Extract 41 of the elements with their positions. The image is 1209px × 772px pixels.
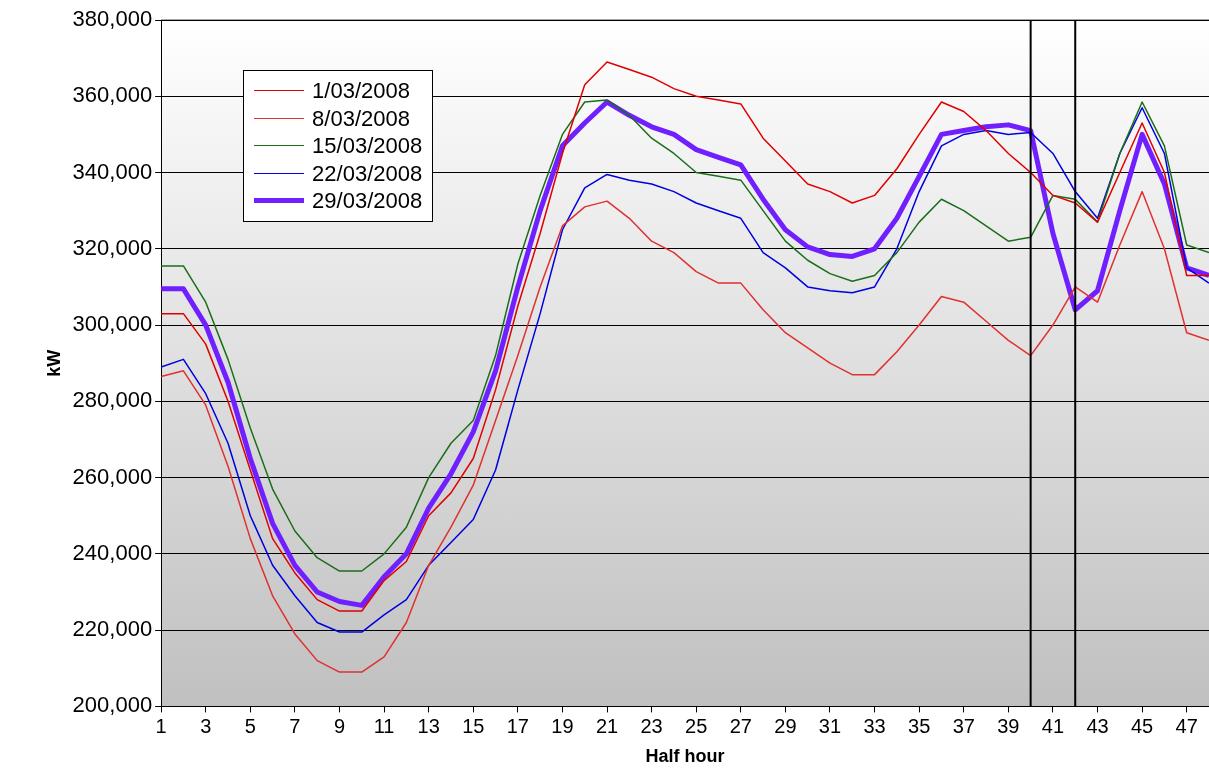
legend-label: 29/03/2008: [312, 187, 423, 215]
legend-label: 15/03/2008: [312, 132, 423, 160]
x-tick-label: 41: [1041, 714, 1065, 737]
x-tick-label: 27: [729, 714, 752, 737]
y-tick-label: 380,000: [72, 6, 153, 32]
y-tick-label: 360,000: [72, 82, 153, 108]
x-tick-label: 47: [1175, 714, 1198, 737]
x-tick-label: 9: [333, 714, 346, 737]
legend-label: 22/03/2008: [312, 159, 423, 187]
x-tick-label: 43: [1086, 714, 1109, 737]
y-tick-label: 300,000: [72, 311, 153, 337]
x-tick-label: 13: [417, 714, 440, 737]
x-tick-label: 25: [685, 714, 708, 737]
legend-label: 1/03/2008: [312, 77, 410, 105]
y-axis-title: kW: [43, 349, 64, 377]
x-tick-label: 15: [462, 714, 485, 737]
x-axis-title: Half hour: [645, 746, 725, 767]
y-tick-label: 220,000: [72, 616, 153, 642]
y-tick-label: 240,000: [72, 539, 153, 565]
y-tick-label: 280,000: [72, 387, 153, 413]
y-tick-label: 260,000: [72, 463, 153, 489]
x-tick-label: 17: [506, 714, 529, 737]
x-tick-label: 19: [551, 714, 574, 737]
x-tick-label: 37: [952, 714, 975, 737]
x-tick-label: 5: [244, 714, 256, 737]
y-tick-label: 340,000: [72, 158, 153, 184]
x-tick-label: 35: [908, 714, 931, 737]
y-tick-label: 320,000: [72, 234, 153, 260]
x-tick-label: 33: [863, 714, 886, 737]
y-tick-label: 200,000: [72, 692, 153, 718]
x-tick-label: 11: [373, 714, 395, 737]
legend-label: 8/03/2008: [312, 104, 410, 132]
x-tick-label: 21: [595, 714, 619, 737]
x-tick-label: 31: [818, 714, 842, 737]
x-tick-label: 3: [200, 714, 212, 737]
x-tick-label: 1: [155, 714, 167, 737]
x-tick-label: 39: [997, 714, 1020, 737]
x-tick-label: 45: [1130, 714, 1154, 737]
x-tick-label: 23: [640, 714, 663, 737]
x-tick-label: 29: [774, 714, 797, 737]
x-tick-label: 7: [289, 714, 301, 737]
